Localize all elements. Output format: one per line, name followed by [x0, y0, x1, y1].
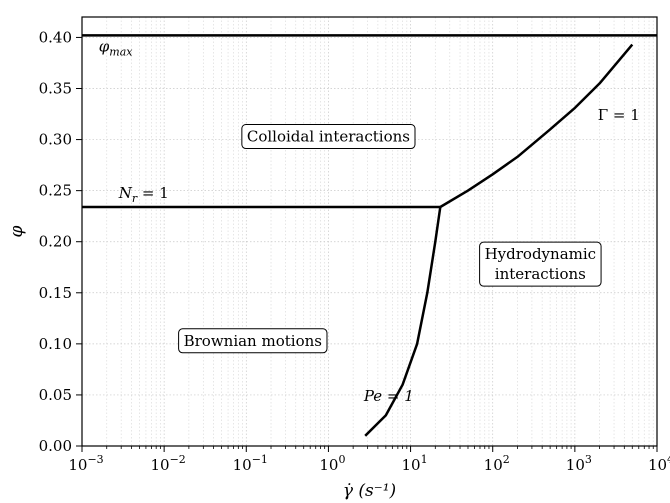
y-tick-label: 0.30	[39, 131, 72, 149]
x-tick-label: 103	[566, 453, 592, 474]
annotation-nr: Nr = 1	[118, 184, 169, 205]
x-tick-label: 10−2	[150, 453, 185, 474]
grid	[81, 17, 657, 447]
region-label-text: Brownian motions	[184, 332, 322, 350]
y-tick-label: 0.35	[39, 80, 72, 98]
region-label-box	[241, 124, 416, 150]
x-tick-label: 10−1	[233, 453, 268, 474]
x-tick-label: 100	[319, 453, 345, 474]
y-axis-label: φ	[7, 225, 27, 237]
annotation-gamma: Γ = 1	[598, 106, 640, 124]
x-tick-label: 10−3	[68, 453, 103, 474]
y-tick-label: 0.05	[39, 386, 72, 404]
region-label-box	[479, 241, 602, 287]
x-axis-label: γ̇ (s⁻¹)	[343, 481, 396, 501]
region-label-text: interactions	[495, 265, 586, 283]
axis-ticks: 10−3 10−2 10−1 100 101 102 103 104 0.00 0.05 0.10 0…	[39, 28, 670, 474]
region-label-colloidal: Colloidal interactions	[241, 124, 416, 150]
region-label-text: Hydrodynamic	[485, 245, 596, 263]
region-label-text: Colloidal interactions	[247, 128, 410, 146]
region-label-box	[178, 328, 328, 354]
series-line-2	[364, 206, 442, 437]
annotation-phimax: φmax	[99, 38, 134, 59]
y-tick-label: 0.20	[39, 233, 72, 251]
region-labels: Colloidal interactions Hydrodynamic intera…	[178, 124, 602, 354]
annotation-pe: Pe = 1	[363, 387, 414, 405]
y-tick-label: 0.25	[39, 182, 72, 200]
x-tick-label: 101	[402, 453, 428, 474]
series-layer	[82, 34, 657, 437]
series-line-3	[439, 43, 634, 209]
plot-frame	[81, 16, 658, 447]
y-tick-label: 0.10	[39, 335, 72, 353]
y-tick-label: 0.40	[39, 28, 72, 46]
region-label-hydrodynamic: Hydrodynamic interactions	[479, 241, 602, 287]
annotations: φmax Nr = 1 Γ = 1 Pe = 1	[99, 38, 640, 405]
x-tick-label: 104	[648, 453, 670, 474]
region-label-brownian: Brownian motions	[178, 328, 328, 354]
x-tick-label: 102	[484, 453, 510, 474]
y-tick-label: 0.00	[39, 437, 72, 455]
y-tick-label: 0.15	[39, 284, 72, 302]
